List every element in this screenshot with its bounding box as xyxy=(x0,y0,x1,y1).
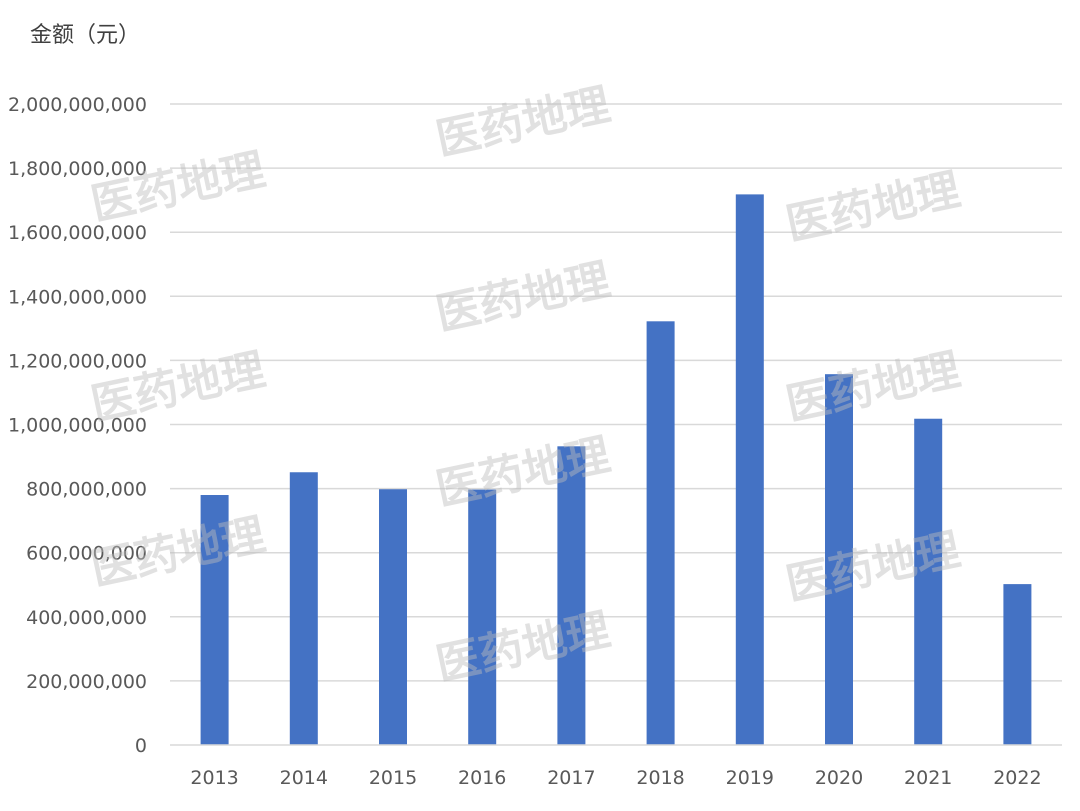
y-tick-label: 1,000,000,000 xyxy=(8,415,147,437)
x-tick-label: 2013 xyxy=(190,767,238,789)
bar-2014 xyxy=(289,472,318,745)
watermark-text: 医药地理 xyxy=(782,164,965,250)
y-tick-label: 1,400,000,000 xyxy=(8,286,147,308)
bar-2021 xyxy=(914,418,943,745)
x-tick-label: 2016 xyxy=(458,767,506,789)
watermark-text: 医药地理 xyxy=(432,254,615,340)
x-tick-label: 2015 xyxy=(369,767,417,789)
y-axis-tick-labels: 0 200,000,000 400,000,000 600,000,000 800,00… xyxy=(8,94,147,757)
x-tick-label: 2022 xyxy=(993,767,1041,789)
y-tick-label: 2,000,000,000 xyxy=(8,94,147,116)
bar-2019 xyxy=(735,194,764,746)
x-axis-tick-labels: 2013 2014 2015 2016 2017 2018 2019 2020 2021 2022 xyxy=(190,767,1041,789)
bar-2016 xyxy=(468,489,497,745)
bars xyxy=(200,194,1032,746)
x-tick-label: 2017 xyxy=(547,767,595,789)
x-tick-label: 2021 xyxy=(904,767,952,789)
y-tick-label: 800,000,000 xyxy=(26,479,147,501)
bar-2020 xyxy=(825,374,853,745)
watermark-text: 医药地理 xyxy=(432,429,615,515)
y-tick-label: 1,600,000,000 xyxy=(8,222,147,244)
x-tick-label: 2018 xyxy=(636,767,684,789)
x-tick-label: 2020 xyxy=(815,767,863,789)
bar-2018 xyxy=(646,321,675,745)
gridlines xyxy=(170,103,1062,682)
watermark-text: 医药地理 xyxy=(782,344,965,430)
y-tick-label: 200,000,000 xyxy=(26,671,147,693)
y-axis-unit-label: 金额（元） xyxy=(30,23,140,48)
bar-2015 xyxy=(379,489,407,745)
y-tick-label: 400,000,000 xyxy=(26,607,147,629)
y-tick-label: 1,200,000,000 xyxy=(8,350,147,372)
x-tick-label: 2014 xyxy=(280,767,328,789)
watermark-text: 医药地理 xyxy=(87,509,270,595)
watermark-text: 医药地理 xyxy=(432,79,615,165)
y-tick-label: 1,800,000,000 xyxy=(8,158,147,180)
bar-2017 xyxy=(557,446,586,745)
y-tick-label: 0 xyxy=(135,735,147,757)
x-tick-label: 2019 xyxy=(726,767,774,789)
y-tick-label: 600,000,000 xyxy=(26,543,147,565)
bar-2013 xyxy=(200,495,229,745)
bar-2022 xyxy=(1003,584,1032,745)
